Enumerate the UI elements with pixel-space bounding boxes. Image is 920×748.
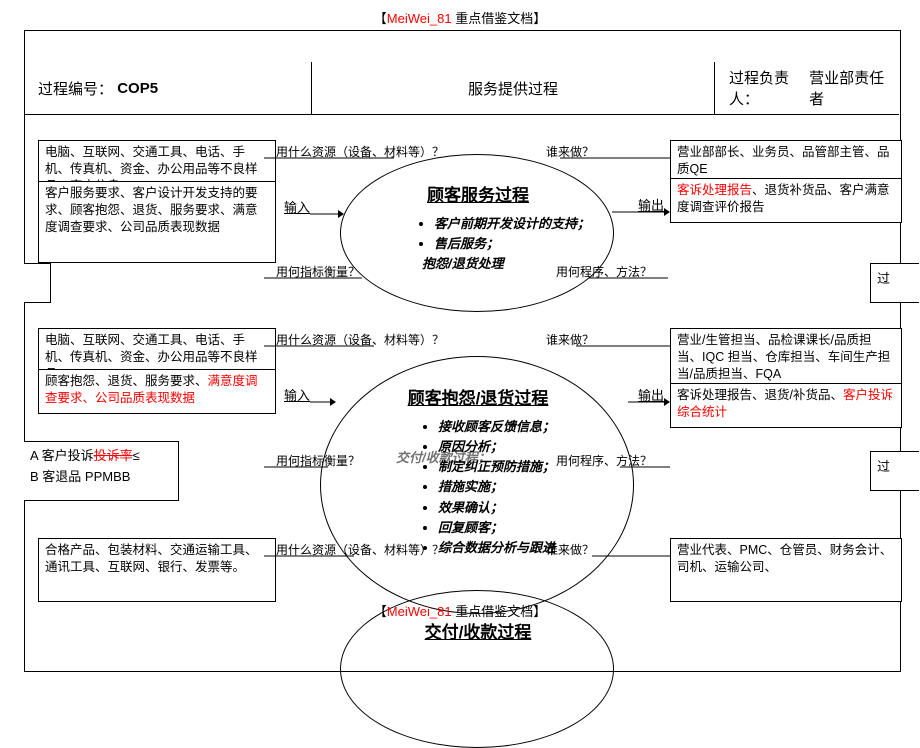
header-center-cell: 服务提供过程: [312, 62, 715, 114]
s2-proc-item: 措施实施；: [438, 477, 640, 497]
s3-line-res: [264, 554, 354, 564]
tag-prefix: 【: [374, 11, 387, 26]
doc-tag-bottom: 【MeiWei_81 重点借鉴文档】: [0, 601, 920, 620]
s1-proc-item: 售后服务；: [434, 234, 626, 254]
s2-left-stub: A 客户投诉投诉率≤ B 客退品 PPMBB: [24, 441, 179, 501]
s2-right-bottom-box: 客诉处理报告、退货/补货品、客户投诉综合统计: [670, 383, 902, 428]
tag-code: MeiWei_81: [387, 11, 452, 26]
header-left-value: COP5: [117, 80, 158, 97]
s2-arrow-out: [628, 398, 670, 408]
s1-line-metric: [264, 276, 362, 286]
s2-proc-item: 接收顾客反馈信息；: [438, 417, 640, 437]
s1-left-bottom-text: 客户服务要求、客户设计开发支持的要求、顾客抱怨、退货、服务要求、满意度调查要求、…: [45, 186, 258, 234]
s2-proc-item: 回复顾客；: [438, 518, 640, 538]
s1-line-res: [264, 156, 394, 166]
s1-right-bottom-box: 客诉处理报告、退货补货品、客户满意度调查评价报告: [670, 178, 902, 223]
s1-left-stub: [24, 263, 51, 303]
s2-proc-item: 效果确认；: [438, 498, 640, 518]
s2-line-who: [576, 344, 670, 354]
s2-proc-list: 接收顾客反馈信息； 原因分析； 制定纠正预防措施； 措施实施； 效果确认； 回复…: [380, 417, 640, 558]
s3-right-box: 营业代表、PMC、仓管员、财务会计、司机、运输公司、: [670, 538, 902, 602]
s3-q-who: 谁来做？: [546, 541, 594, 558]
s2-left-bottom-black: 顾客抱怨、退货、服务要求、: [45, 374, 208, 388]
doc-tag-top: 【MeiWei_81 重点借鉴文档】: [0, 8, 920, 27]
s2-arrow-in: [310, 398, 336, 408]
s1-proc-title: 顾客服务过程: [368, 181, 588, 206]
s3-proc-title: 交付/收款过程: [368, 618, 588, 643]
s2-right-stub: 过: [870, 451, 919, 491]
s1-left-bottom-box: 客户服务要求、客户设计开发支持的要求、顾客抱怨、退货、服务要求、满意度调查要求、…: [38, 181, 276, 263]
s3-right-text: 营业代表、PMC、仓管员、财务会计、司机、运输公司、: [677, 543, 892, 574]
s1-line-who: [560, 156, 670, 166]
s2-right-stub-text: 过: [877, 459, 890, 474]
s1-right-bottom-red: 客诉处理报告: [677, 183, 752, 197]
s3-left-text: 合格产品、包装材料、交通运输工具、通讯工具、互联网、银行、发票等。: [45, 543, 258, 574]
s3-line-who: [592, 554, 670, 564]
s2-io-in: 输入: [284, 385, 310, 404]
s1-arrow-in: [310, 210, 344, 220]
tag-code-b: MeiWei_81: [387, 604, 452, 619]
s2-left-stub-b: B 客退品 PPMBB: [30, 467, 172, 488]
s2-left-stub-a-black: A 客户投诉: [30, 448, 94, 463]
s2-left-bottom-box: 顾客抱怨、退货、服务要求、满意度调查要求、公司品质表现数据: [38, 369, 276, 414]
header-row: 过程编号： COP5 服务提供过程 过程负责人： 营业部责任者: [24, 62, 899, 115]
s2-proc-title: 顾客抱怨/退货过程: [368, 384, 588, 409]
s3-left-box: 合格产品、包装材料、交通运输工具、通讯工具、互联网、银行、发票等。: [38, 538, 276, 602]
s1-io-in: 输入: [284, 197, 310, 216]
s1-arrow-out: [612, 208, 670, 218]
s1-right-top-text: 营业部部长、业务员、品管部主管、品质QE: [677, 145, 890, 176]
s1-right-stub-text: 过: [877, 271, 890, 286]
s2-right-top-text: 营业/生管担当、品检课课长/品质担当、IQC 担当、仓库担当、车间生产担当/品质…: [677, 333, 890, 381]
s3-overlap-text: 交付/收款过程；: [396, 447, 491, 466]
tag-suffix-b: 重点借鉴文档】: [452, 604, 547, 619]
s2-right-bottom-black: 客诉处理报告、退货/补货品、: [677, 388, 843, 402]
s1-proc-item: 客户前期开发设计的支持；: [434, 214, 626, 234]
s1-line-method: [588, 276, 668, 286]
s1-right-stub: 过: [870, 263, 919, 303]
header-right-label: 过程负责人：: [729, 67, 805, 109]
header-right-cell: 过程负责人： 营业部责任者: [715, 62, 899, 114]
s2-line-metric: [264, 465, 328, 475]
header-right-value: 营业部责任者: [809, 67, 885, 109]
header-left-label: 过程编号：: [38, 78, 113, 99]
tag-prefix-b: 【: [374, 604, 387, 619]
header-center: 服务提供过程: [468, 78, 558, 99]
s2-line-method: [620, 465, 670, 475]
s2-right-top-box: 营业/生管担当、品检课课长/品质担当、IQC 担当、仓库担当、车间生产担当/品质…: [670, 328, 902, 390]
header-left-cell: 过程编号： COP5: [24, 62, 312, 114]
s2-left-stub-a-red: 投诉率: [94, 448, 133, 463]
s2-line-res: [264, 344, 374, 354]
tag-suffix: 重点借鉴文档】: [452, 11, 547, 26]
